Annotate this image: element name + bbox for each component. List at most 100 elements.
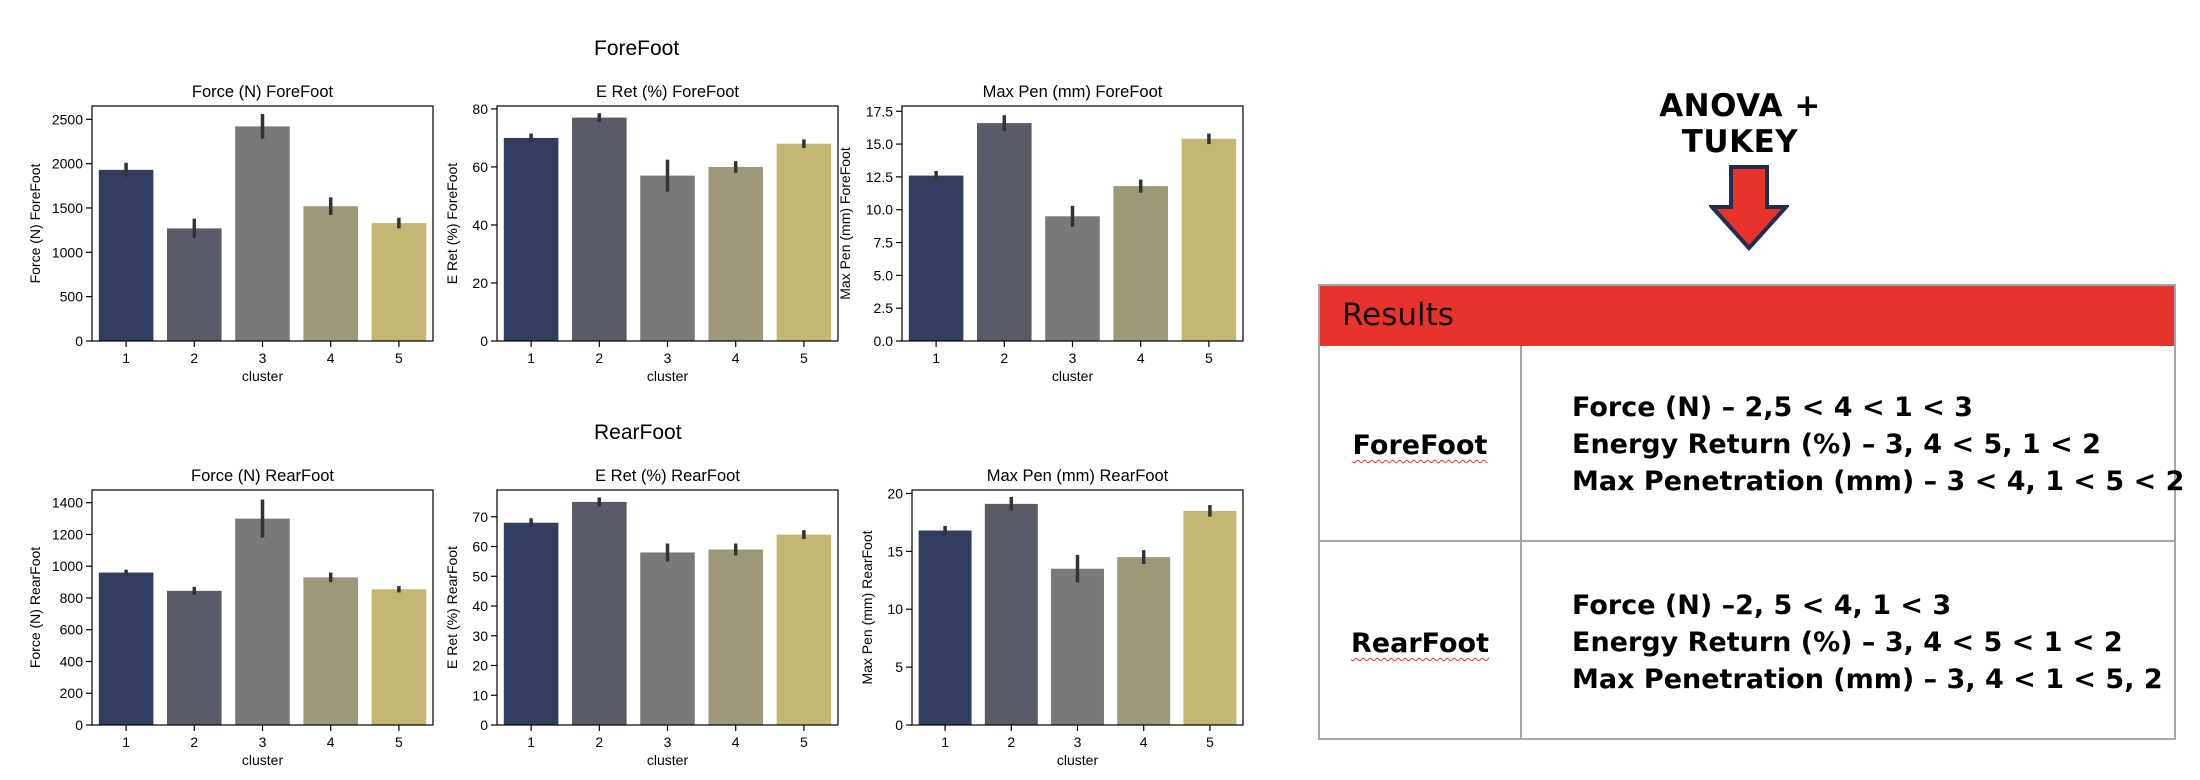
- anova-tukey-title: ANOVA + TUKEY: [1659, 88, 1821, 160]
- x-tick-label: 5: [1205, 350, 1213, 366]
- y-tick-label: 15.0: [866, 136, 893, 152]
- y-tick-label: 70: [472, 509, 488, 525]
- y-axis-label: Max Pen (mm) ForeFoot: [837, 147, 853, 300]
- y-tick-label: 400: [60, 653, 84, 669]
- bar: [572, 501, 627, 725]
- y-tick-label: 0: [75, 333, 83, 349]
- y-tick-label: 0: [480, 333, 488, 349]
- x-tick-label: 2: [1000, 350, 1008, 366]
- x-tick-label: 5: [800, 350, 808, 366]
- x-axis-label: cluster: [1052, 368, 1094, 384]
- row-label-forefoot: ForeFoot: [1352, 430, 1488, 461]
- bar: [918, 530, 972, 725]
- y-tick-label: 800: [60, 590, 84, 606]
- y-tick-label: 2.5: [874, 300, 894, 316]
- x-tick-label: 2: [190, 734, 198, 750]
- x-tick-label: 1: [122, 350, 130, 366]
- y-tick-label: 1200: [52, 526, 83, 542]
- y-tick-label: 12.5: [866, 169, 893, 185]
- y-tick-label: 7.5: [874, 235, 894, 251]
- y-tick-label: 17.5: [866, 103, 893, 119]
- x-tick-label: 1: [527, 734, 535, 750]
- group-title-forefoot: ForeFoot: [594, 37, 680, 60]
- x-tick-label: 5: [1206, 734, 1214, 750]
- down-arrow-icon: [1709, 165, 1789, 251]
- row-results-rearfoot: Force (N) –2, 5 < 4, 1 < 3 Energy Return…: [1572, 587, 2163, 698]
- bar: [167, 590, 222, 725]
- y-tick-label: 0: [75, 717, 83, 733]
- chart-title: Max Pen (mm) ForeFoot: [983, 83, 1163, 101]
- bar: [977, 123, 1032, 341]
- x-axis-label: cluster: [242, 752, 284, 768]
- y-tick-label: 10: [472, 687, 488, 703]
- y-tick-label: 2500: [52, 111, 83, 127]
- result-line: Max Penetration (mm) – 3, 4 < 1 < 5, 2: [1572, 664, 2163, 695]
- bar: [371, 223, 427, 341]
- x-tick-label: 4: [327, 734, 335, 750]
- y-tick-label: 40: [472, 598, 488, 614]
- bar: [708, 166, 763, 341]
- plot-frame: [496, 105, 839, 342]
- y-tick-label: 1400: [52, 495, 83, 511]
- bar: [1117, 557, 1171, 725]
- bar: [503, 137, 559, 341]
- chart-title: Force (N) RearFoot: [191, 467, 334, 485]
- x-tick-label: 2: [1007, 734, 1015, 750]
- y-tick-label: 1000: [52, 244, 83, 260]
- x-tick-label: 4: [327, 350, 335, 366]
- bar: [1051, 568, 1104, 725]
- y-tick-label: 5.0: [874, 267, 894, 283]
- x-tick-label: 2: [595, 350, 603, 366]
- row-divider: [1320, 540, 2174, 542]
- bar: [572, 117, 627, 341]
- bar: [1181, 138, 1237, 341]
- bar: [98, 169, 154, 341]
- y-tick-label: 0: [895, 717, 903, 733]
- x-tick-label: 1: [932, 350, 940, 366]
- result-line: Energy Return (%) – 3, 4 < 5 < 1 < 2: [1572, 627, 2123, 658]
- result-line: Energy Return (%) – 3, 4 < 5, 1 < 2: [1572, 429, 2101, 460]
- x-tick-label: 1: [941, 734, 949, 750]
- x-axis-label: cluster: [647, 752, 689, 768]
- y-tick-label: 0.0: [874, 333, 894, 349]
- result-line: Max Penetration (mm) – 3 < 4, 1 < 5 < 2: [1572, 466, 2185, 497]
- y-axis-label: Max Pen (mm) RearFoot: [859, 530, 875, 684]
- chart-title: E Ret (%) RearFoot: [595, 467, 740, 485]
- bar: [908, 175, 964, 341]
- group-title-rearfoot: RearFoot: [594, 421, 682, 444]
- y-tick-label: 60: [472, 159, 488, 175]
- x-tick-label: 3: [1074, 734, 1082, 750]
- chart-title: E Ret (%) ForeFoot: [596, 83, 739, 101]
- results-table: Results ForeFoot Force (N) – 2,5 < 4 < 1…: [1318, 284, 2184, 740]
- y-tick-label: 80: [472, 101, 488, 117]
- bar: [984, 503, 1038, 725]
- y-tick-label: 1000: [52, 558, 83, 574]
- y-tick-label: 600: [60, 622, 84, 638]
- chart-title: Max Pen (mm) RearFoot: [987, 467, 1169, 485]
- bar: [708, 549, 763, 725]
- plot-frame: [91, 489, 434, 726]
- y-tick-label: 50: [472, 568, 488, 584]
- x-tick-label: 4: [732, 734, 740, 750]
- x-tick-label: 3: [1069, 350, 1077, 366]
- x-axis-label: cluster: [1057, 752, 1099, 768]
- y-axis-label: Force (N) ForeFoot: [27, 163, 43, 283]
- plot-frame: [911, 489, 1244, 726]
- y-tick-label: 10: [887, 601, 903, 617]
- x-axis-label: cluster: [242, 368, 284, 384]
- x-tick-label: 5: [800, 734, 808, 750]
- bar: [98, 572, 154, 725]
- y-tick-label: 5: [895, 659, 903, 675]
- results-title: Results: [1342, 297, 1454, 333]
- y-axis-label: E Ret (%) RearFoot: [444, 546, 460, 669]
- x-tick-label: 3: [664, 350, 672, 366]
- y-axis-label: Force (N) RearFoot: [27, 547, 43, 668]
- column-divider: [1520, 346, 1522, 738]
- y-tick-label: 10.0: [866, 202, 893, 218]
- x-tick-label: 4: [732, 350, 740, 366]
